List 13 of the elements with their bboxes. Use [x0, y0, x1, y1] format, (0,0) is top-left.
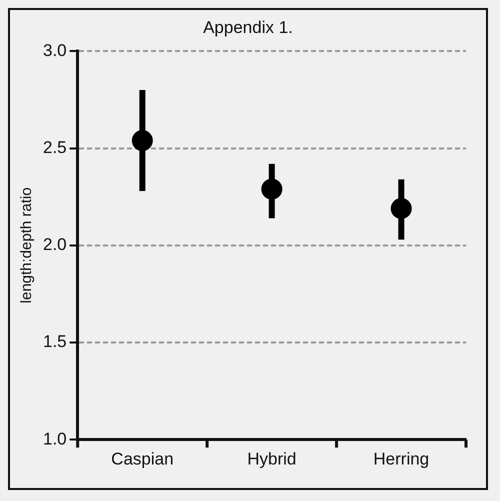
- chart-title: Appendix 1.: [202, 18, 294, 38]
- x-tick-label: Herring: [373, 449, 430, 468]
- x-tick-label: Hybrid: [247, 449, 296, 468]
- y-tick-label: 2.0: [42, 235, 67, 254]
- y-tick-label: 2.5: [42, 138, 67, 157]
- point: [390, 198, 412, 219]
- y-tick-label: 1.0: [42, 429, 67, 448]
- y-tick-label: 3.0: [42, 40, 67, 60]
- y-axis-title: length:depth ratio: [18, 187, 36, 304]
- point: [132, 130, 153, 152]
- x-tick-label: Caspian: [111, 449, 174, 468]
- point: [261, 178, 282, 200]
- y-tick-label: 1.5: [42, 332, 67, 352]
